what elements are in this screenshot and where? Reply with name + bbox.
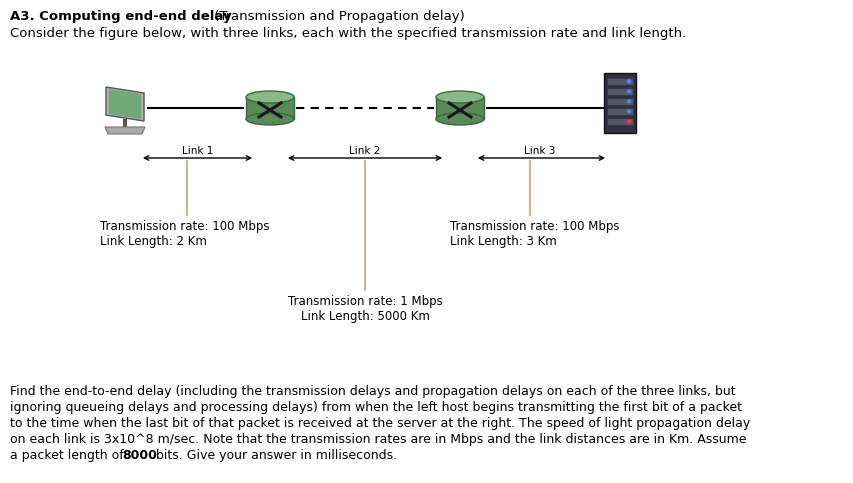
Ellipse shape — [436, 113, 484, 125]
Polygon shape — [603, 73, 635, 133]
Text: Link Length: 3 Km: Link Length: 3 Km — [450, 235, 556, 248]
Polygon shape — [606, 78, 632, 85]
Polygon shape — [606, 118, 632, 125]
Text: Transmission rate: 1 Mbps: Transmission rate: 1 Mbps — [287, 295, 442, 308]
Text: Transmission rate: 100 Mbps: Transmission rate: 100 Mbps — [450, 220, 618, 233]
Ellipse shape — [436, 91, 484, 103]
Circle shape — [626, 79, 630, 84]
Text: Transmission rate: 100 Mbps: Transmission rate: 100 Mbps — [100, 220, 270, 233]
Ellipse shape — [246, 113, 293, 125]
Text: (Transmission and Propagation delay): (Transmission and Propagation delay) — [210, 10, 464, 23]
Text: ignoring queueing delays and processing delays) from when the left host begins t: ignoring queueing delays and processing … — [10, 401, 741, 414]
Text: Link 1: Link 1 — [182, 146, 213, 156]
Circle shape — [626, 89, 630, 94]
Text: on each link is 3x10^8 m/sec. Note that the transmission rates are in Mbps and t: on each link is 3x10^8 m/sec. Note that … — [10, 433, 746, 446]
Text: A3. Computing end-end delay: A3. Computing end-end delay — [10, 10, 231, 23]
Polygon shape — [606, 88, 632, 95]
Polygon shape — [246, 97, 293, 119]
Polygon shape — [606, 98, 632, 105]
Text: Link Length: 2 Km: Link Length: 2 Km — [100, 235, 206, 248]
Text: bits. Give your answer in milliseconds.: bits. Give your answer in milliseconds. — [152, 449, 397, 462]
Text: 8000: 8000 — [122, 449, 157, 462]
Text: Link Length: 5000 Km: Link Length: 5000 Km — [300, 310, 429, 323]
Polygon shape — [436, 97, 484, 119]
Text: Link 3: Link 3 — [524, 146, 555, 156]
Polygon shape — [109, 89, 141, 119]
Text: Link 2: Link 2 — [349, 146, 380, 156]
Text: Consider the figure below, with three links, each with the specified transmissio: Consider the figure below, with three li… — [10, 27, 686, 40]
Polygon shape — [105, 127, 145, 134]
Text: a packet length of: a packet length of — [10, 449, 128, 462]
Text: to the time when the last bit of that packet is received at the server at the ri: to the time when the last bit of that pa… — [10, 417, 750, 430]
Circle shape — [626, 99, 630, 104]
Polygon shape — [106, 87, 144, 121]
Ellipse shape — [246, 91, 293, 103]
Circle shape — [626, 109, 630, 114]
Polygon shape — [606, 108, 632, 115]
Circle shape — [626, 119, 630, 124]
Text: Find the end-to-end delay (including the transmission delays and propagation del: Find the end-to-end delay (including the… — [10, 385, 734, 398]
